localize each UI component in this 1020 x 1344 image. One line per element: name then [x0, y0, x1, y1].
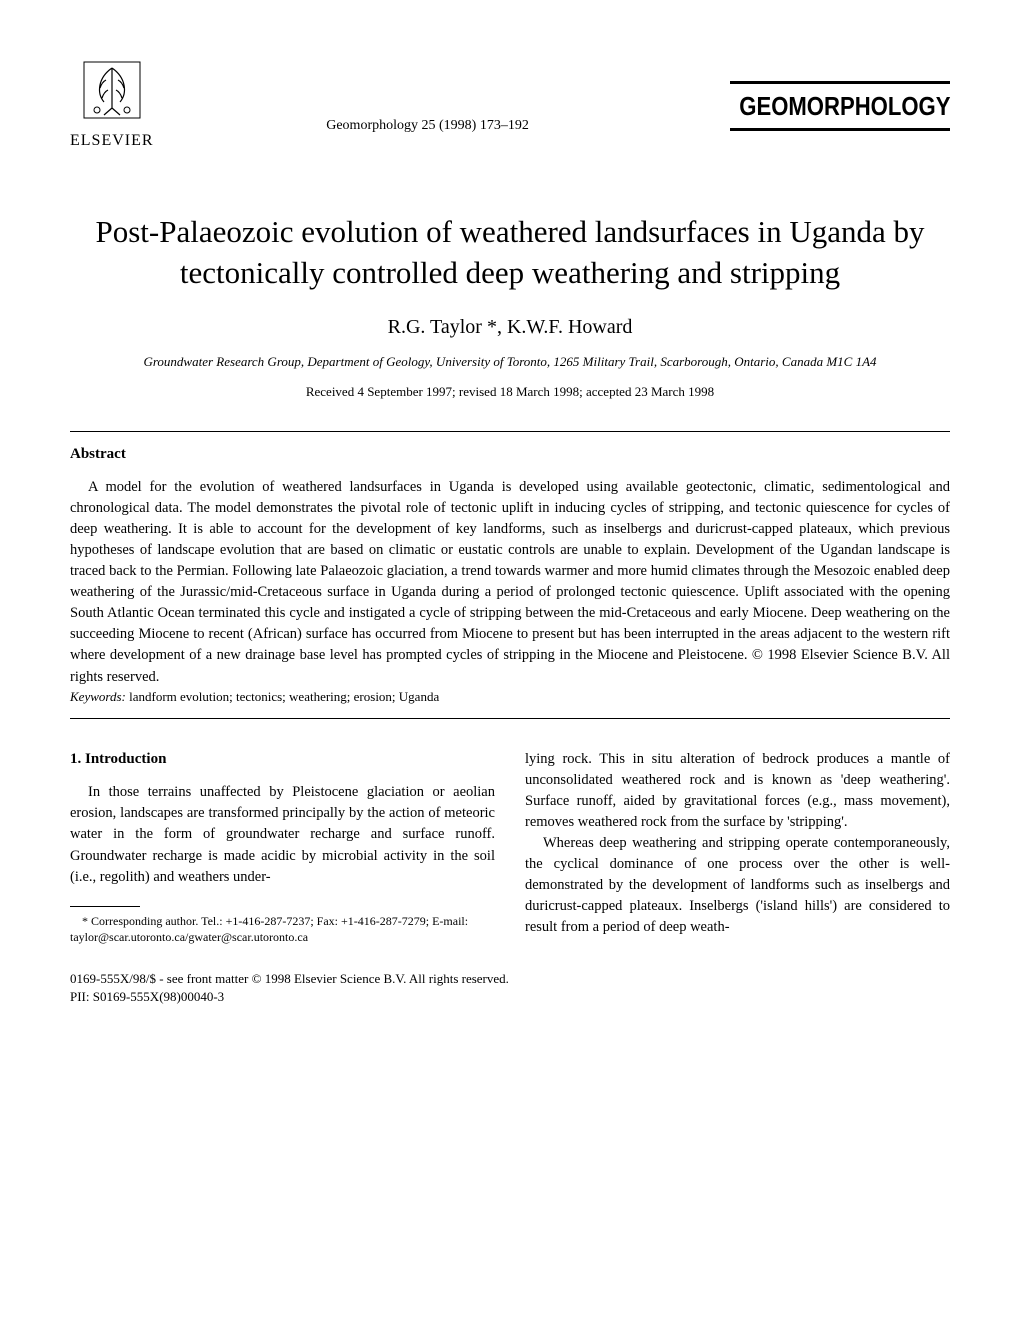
abstract-heading: Abstract [70, 444, 950, 465]
affiliation: Groundwater Research Group, Department o… [70, 353, 950, 371]
footer-info: 0169-555X/98/$ - see front matter © 1998… [70, 970, 950, 1006]
column-right: lying rock. This in situ alteration of b… [525, 749, 950, 946]
authors: R.G. Taylor *, K.W.F. Howard [70, 313, 950, 341]
pii-line: PII: S0169-555X(98)00040-3 [70, 988, 950, 1006]
keywords-text: landform evolution; tectonics; weatherin… [126, 689, 439, 704]
journal-reference: Geomorphology 25 (1998) 173–192 [154, 116, 702, 136]
intro-paragraph-1: In those terrains unaffected by Pleistoc… [70, 782, 495, 887]
divider-top [70, 431, 950, 432]
copyright-line: 0169-555X/98/$ - see front matter © 1998… [70, 970, 950, 988]
elsevier-tree-icon [82, 60, 142, 128]
abstract-body: A model for the evolution of weathered l… [70, 477, 950, 687]
journal-logo: GEOMORPHOLOGY [702, 77, 950, 135]
journal-logo-line-top [730, 81, 950, 84]
corresponding-author-footnote: * Corresponding author. Tel.: +1-416-287… [70, 913, 495, 947]
journal-logo-text: GEOMORPHOLOGY [739, 88, 950, 124]
article-dates: Received 4 September 1997; revised 18 Ma… [70, 383, 950, 401]
footnote-separator [70, 906, 140, 907]
page-header: ELSEVIER Geomorphology 25 (1998) 173–192… [70, 60, 950, 152]
keywords-label: Keywords: [70, 689, 126, 704]
keywords: Keywords: landform evolution; tectonics;… [70, 688, 950, 706]
article-title: Post-Palaeozoic evolution of weathered l… [70, 212, 950, 293]
publisher-logo: ELSEVIER [70, 60, 154, 152]
intro-paragraph-1-continued: lying rock. This in situ alteration of b… [525, 749, 950, 833]
section-heading-intro: 1. Introduction [70, 749, 495, 771]
body-columns: 1. Introduction In those terrains unaffe… [70, 749, 950, 946]
intro-paragraph-2: Whereas deep weathering and stripping op… [525, 833, 950, 938]
journal-logo-line-bottom [730, 128, 950, 131]
column-left: 1. Introduction In those terrains unaffe… [70, 749, 495, 946]
divider-bottom [70, 718, 950, 719]
publisher-name: ELSEVIER [70, 130, 154, 152]
